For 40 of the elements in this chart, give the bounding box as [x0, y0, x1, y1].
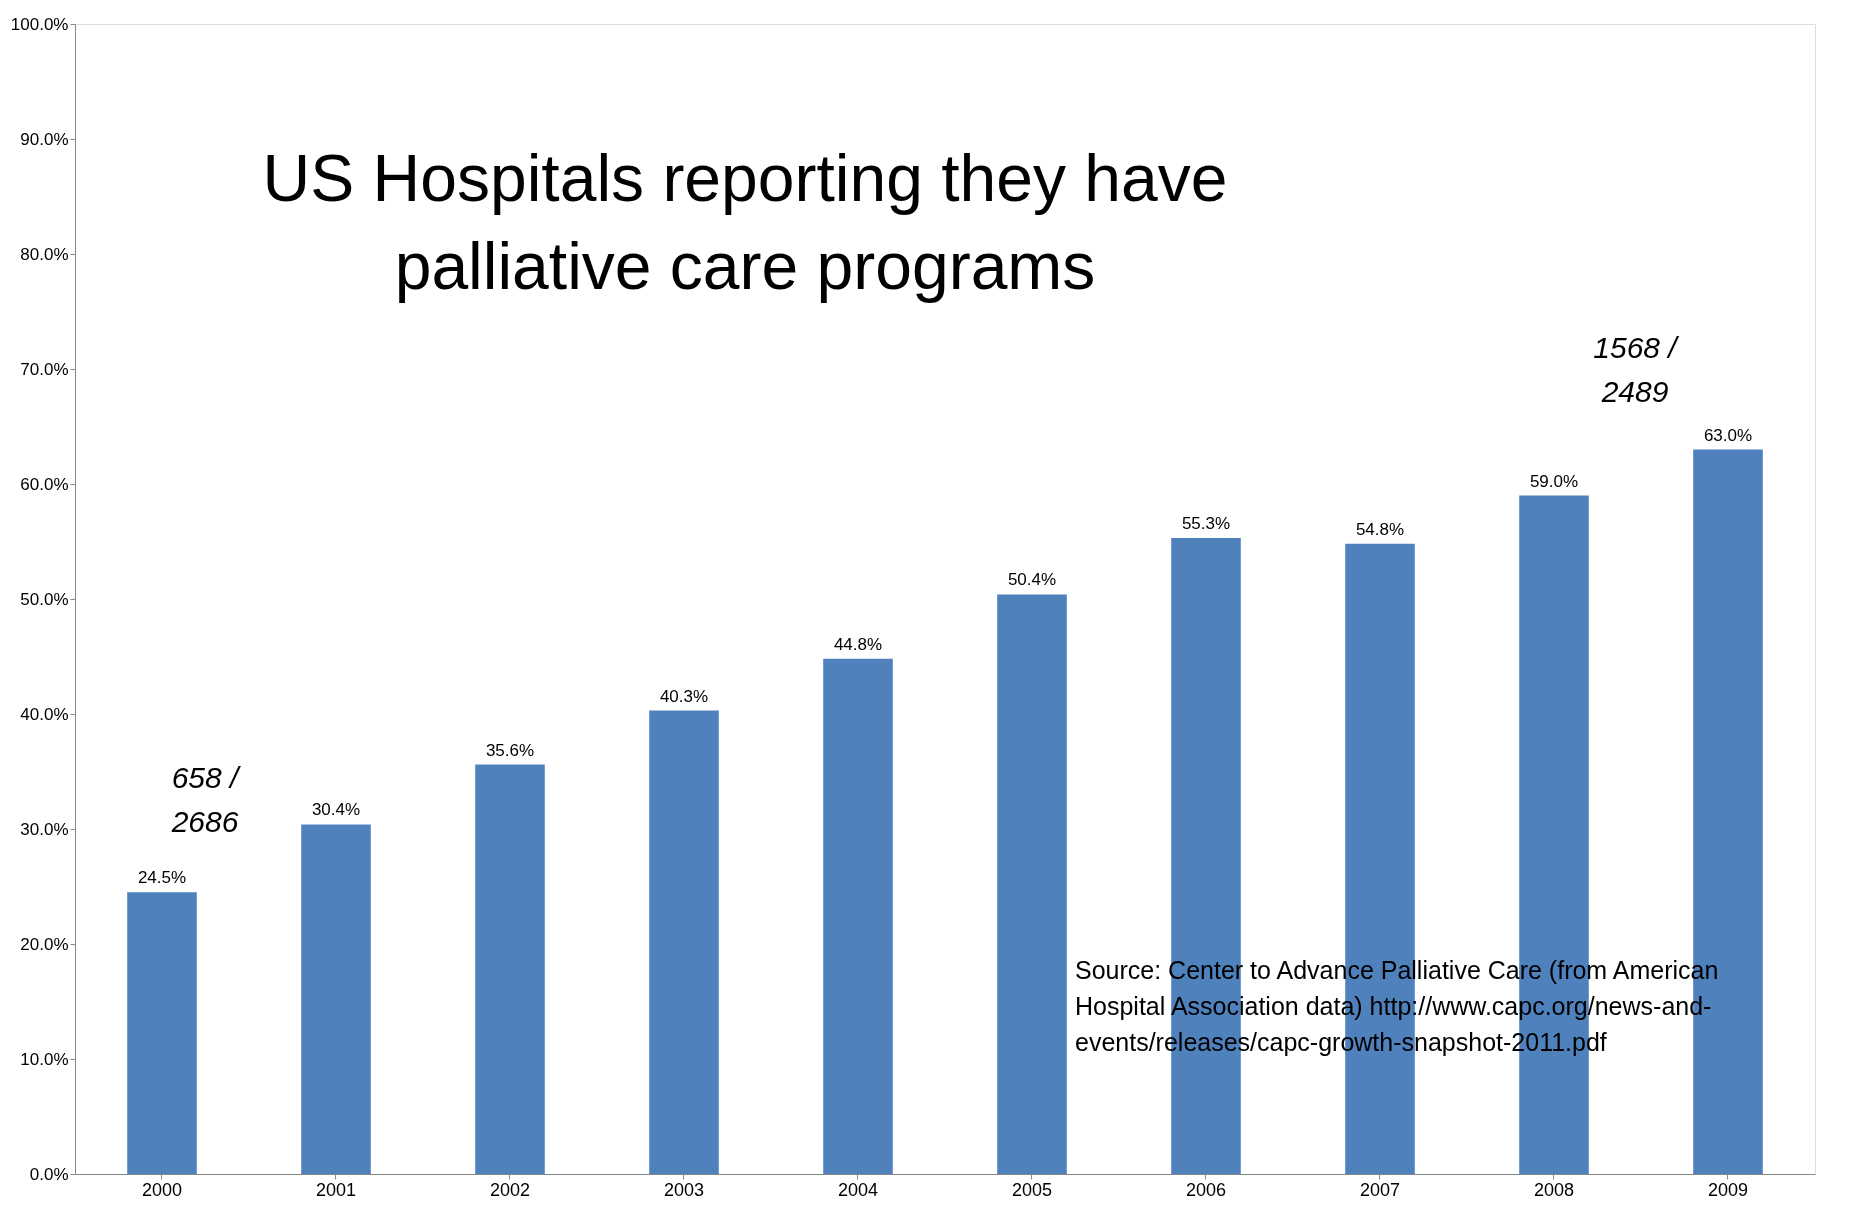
bar — [301, 824, 371, 1174]
data-label: 54.8% — [1355, 519, 1405, 539]
data-label: 50.4% — [1007, 570, 1057, 590]
bar — [475, 764, 545, 1174]
x-tick-label: 2005 — [1011, 1179, 1053, 1200]
data-label: 59.0% — [1529, 471, 1579, 491]
bar — [127, 892, 197, 1174]
text: US Hospitals reporting they have palliative care programs — [262, 141, 1228, 303]
bar — [997, 594, 1067, 1174]
y-tick-label: 40.0% — [20, 704, 69, 724]
y-tick-label: 10.0% — [20, 1049, 69, 1069]
y-tick-label: 30.0% — [20, 819, 69, 839]
x-tick-label: 2009 — [1707, 1179, 1749, 1200]
bar — [823, 658, 893, 1174]
y-tick-label: 70.0% — [20, 359, 69, 379]
data-label: 24.5% — [137, 868, 187, 888]
annotation: 658 / 2686 — [170, 761, 242, 838]
data-label: 40.3% — [659, 686, 709, 706]
y-tick-label: 50.0% — [20, 589, 69, 609]
y-tick-label: 80.0% — [20, 244, 69, 264]
x-tick-label: 2008 — [1533, 1179, 1575, 1200]
annotation: 1568 / 2489 — [1593, 331, 1680, 408]
x-tick-label: 2006 — [1185, 1179, 1227, 1200]
x-tick-label: 2004 — [837, 1179, 879, 1200]
data-label: 44.8% — [833, 634, 883, 654]
y-tick-label: 0.0% — [29, 1164, 69, 1184]
x-tick-label: 2001 — [315, 1179, 357, 1200]
y-tick-label: 20.0% — [20, 934, 69, 954]
x-tick-label: 2003 — [663, 1179, 705, 1200]
x-tick-label: 2000 — [141, 1179, 183, 1200]
x-tick-label: 2002 — [489, 1179, 531, 1200]
data-label: 30.4% — [311, 800, 361, 820]
y-tick-label: 100.0% — [10, 14, 69, 34]
data-label: 63.0% — [1703, 425, 1753, 445]
y-tick-label: 90.0% — [20, 129, 69, 149]
data-label: 35.6% — [485, 740, 535, 760]
bar — [649, 710, 719, 1174]
data-label: 55.3% — [1181, 514, 1231, 534]
y-tick-label: 60.0% — [20, 474, 69, 494]
x-tick-label: 2007 — [1359, 1179, 1401, 1200]
